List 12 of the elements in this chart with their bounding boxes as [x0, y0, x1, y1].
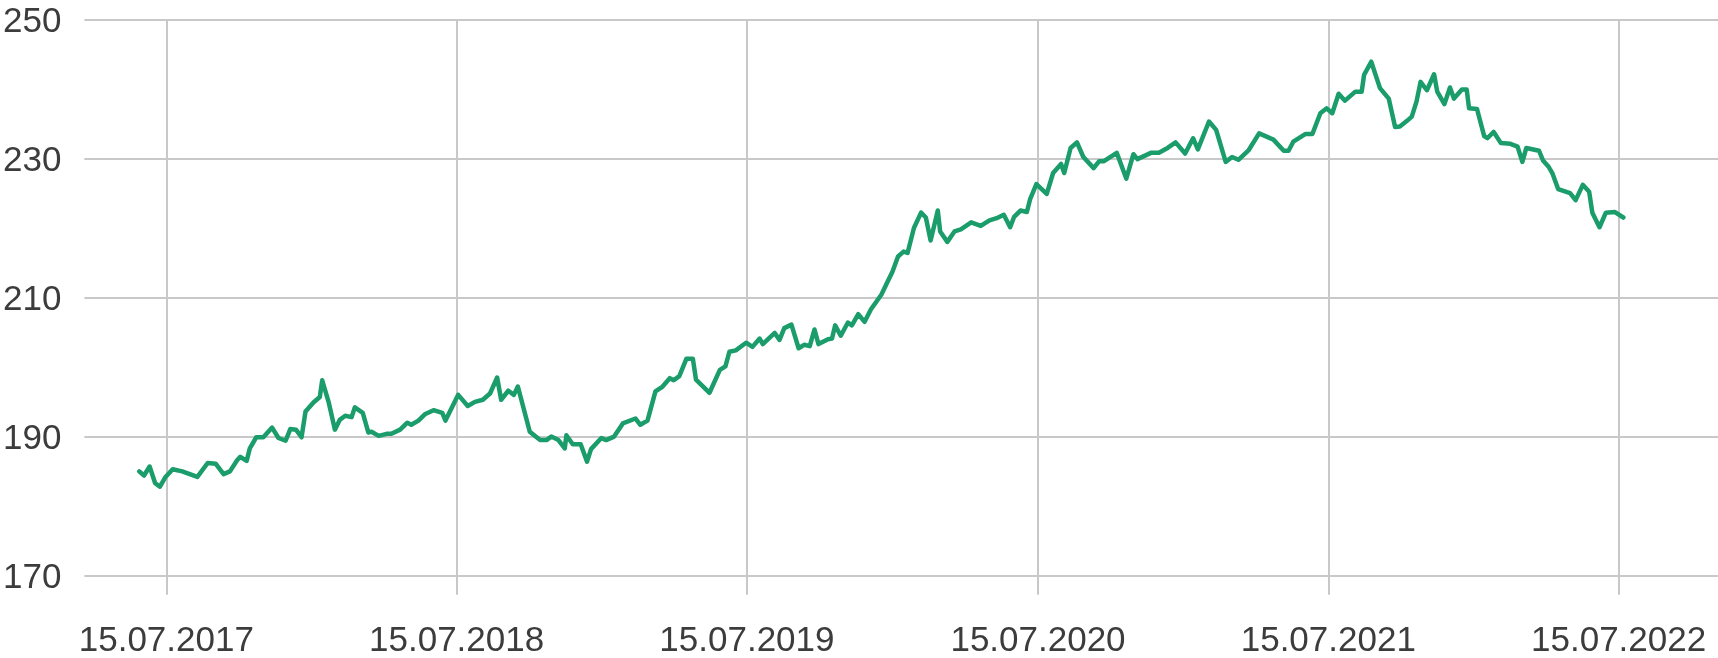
- y-tick-label: 250: [2, 0, 62, 39]
- y-tick-label: 170: [2, 556, 62, 596]
- x-tick-label: 15.07.2022: [1531, 618, 1707, 658]
- x-tick-label: 15.07.2020: [950, 618, 1126, 658]
- y-tick-label: 210: [2, 278, 62, 317]
- y-tick-label: 190: [2, 417, 62, 457]
- x-tick-label: 15.07.2018: [369, 618, 545, 658]
- x-tick-label: 15.07.2019: [659, 618, 835, 658]
- y-tick-label: 230: [2, 138, 62, 178]
- line-series: [137, 59, 1626, 489]
- x-tick-label: 15.07.2021: [1240, 618, 1416, 658]
- x-tick-label: 15.07.2017: [78, 618, 254, 658]
